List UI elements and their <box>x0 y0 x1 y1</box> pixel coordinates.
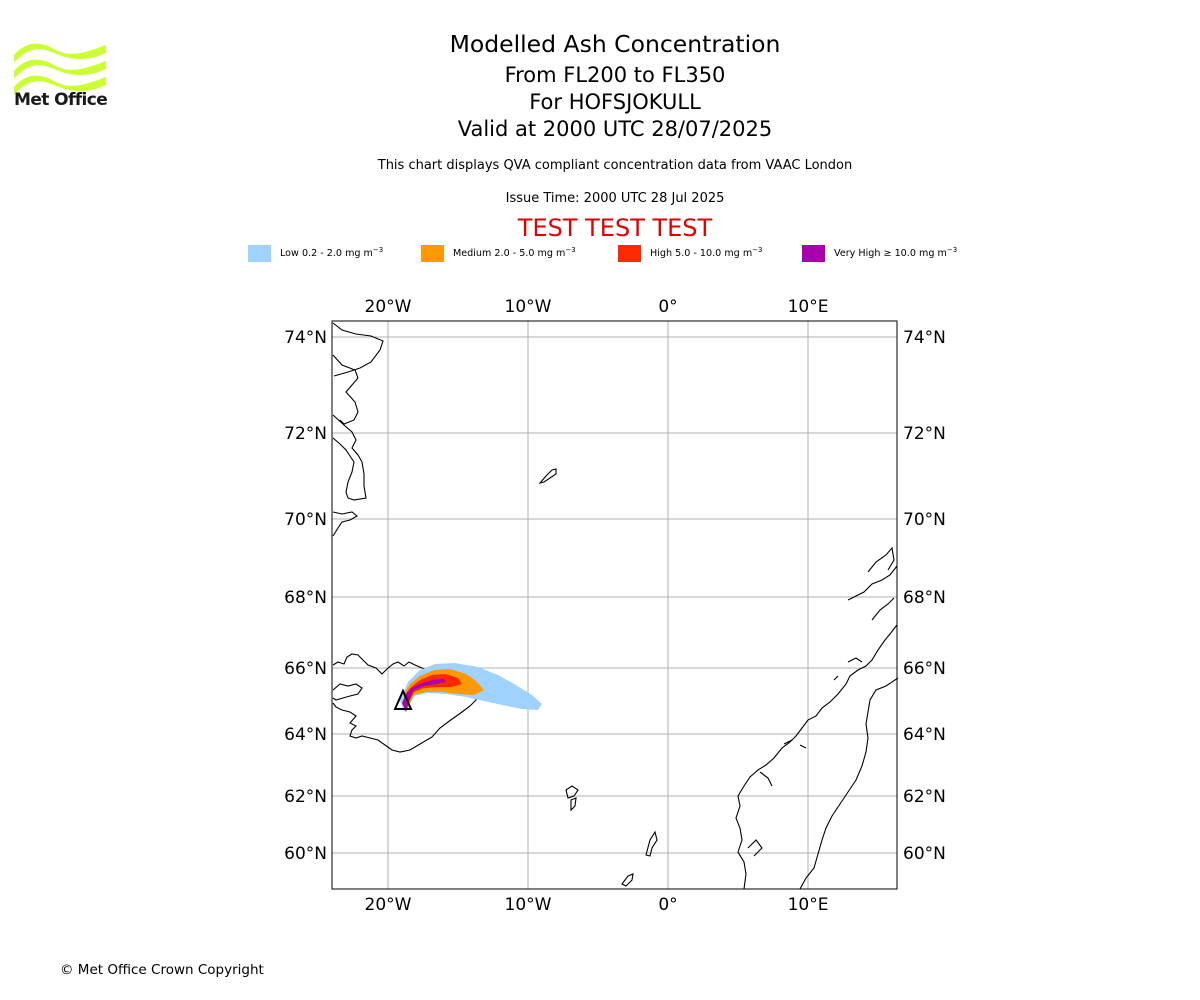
lat-tick-left: 74°N <box>284 328 327 348</box>
lat-tick-left: 68°N <box>284 588 327 608</box>
lon-tick-bottom: 20°W <box>365 895 412 915</box>
valid-time: Valid at 2000 UTC 28/07/2025 <box>457 117 773 141</box>
coastlines <box>332 322 899 890</box>
legend-label-very-high: Very High ≥ 10.0 mg m−3 <box>834 246 958 259</box>
lat-tick-left: 70°N <box>284 510 327 530</box>
test-banner: TEST TEST TEST <box>517 214 713 242</box>
lat-tick-right: 64°N <box>903 725 946 745</box>
ash-high-region <box>404 674 462 708</box>
lat-ticks-right: 74°N 72°N 70°N 68°N 66°N 64°N 62°N 60°N <box>903 328 946 864</box>
legend-swatch-medium <box>421 245 444 262</box>
lat-tick-right: 62°N <box>903 787 946 807</box>
norway-coast <box>735 546 899 890</box>
chart-title: Modelled Ash Concentration <box>449 30 781 58</box>
jan-mayen-coast <box>538 468 557 484</box>
lon-tick-top: 10°W <box>505 297 552 317</box>
faroe-islands-coast <box>565 785 579 812</box>
legend-label-low: Low 0.2 - 2.0 mg m−3 <box>280 246 384 259</box>
lon-tick-bottom: 0° <box>658 895 677 915</box>
volcano-name: For HOFSJOKULL <box>529 90 701 114</box>
lat-tick-right: 72°N <box>903 424 946 444</box>
legend-label-medium: Medium 2.0 - 5.0 mg m−3 <box>453 246 576 259</box>
legend-swatch-low <box>248 245 271 262</box>
lat-tick-right: 60°N <box>903 844 946 864</box>
chart-description: This chart displays QVA compliant concen… <box>377 158 853 173</box>
lon-tick-top: 10°E <box>788 297 829 317</box>
map-gridlines <box>332 321 897 889</box>
lat-tick-right: 66°N <box>903 659 946 679</box>
met-office-logo-icon <box>14 43 106 95</box>
lat-tick-left: 64°N <box>284 725 327 745</box>
lon-tick-top: 20°W <box>365 297 412 317</box>
lon-ticks-bottom: 20°W 10°W 0° 10°E <box>365 895 829 915</box>
lat-tick-right: 68°N <box>903 588 946 608</box>
orkney-coast <box>621 873 634 887</box>
map-frame <box>331 320 898 890</box>
lon-tick-bottom: 10°W <box>505 895 552 915</box>
logo-text: Met Office <box>14 90 108 110</box>
greenland-coast <box>332 322 384 537</box>
issue-time: Issue Time: 2000 UTC 28 Jul 2025 <box>505 191 725 206</box>
lat-tick-left: 60°N <box>284 844 327 864</box>
lon-tick-top: 0° <box>658 297 677 317</box>
lat-tick-right: 70°N <box>903 510 946 530</box>
lon-ticks-top: 20°W 10°W 0° 10°E <box>365 297 829 317</box>
legend-swatch-high <box>618 245 641 262</box>
legend-swatch-very-high <box>802 245 825 262</box>
lat-tick-left: 72°N <box>284 424 327 444</box>
flight-levels: From FL200 to FL350 <box>504 63 726 87</box>
copyright-text: © Met Office Crown Copyright <box>60 962 264 978</box>
lat-tick-left: 62°N <box>284 787 327 807</box>
lat-tick-right: 74°N <box>903 328 946 348</box>
shetland-coast <box>645 830 658 857</box>
legend-label-high: High 5.0 - 10.0 mg m−3 <box>650 246 763 259</box>
lat-tick-left: 66°N <box>284 659 327 679</box>
ash-plume <box>400 663 542 712</box>
lon-tick-bottom: 10°E <box>788 895 829 915</box>
triangle-icon <box>393 688 413 710</box>
lat-ticks-left: 74°N 72°N 70°N 68°N 66°N 64°N 62°N 60°N <box>284 328 327 864</box>
